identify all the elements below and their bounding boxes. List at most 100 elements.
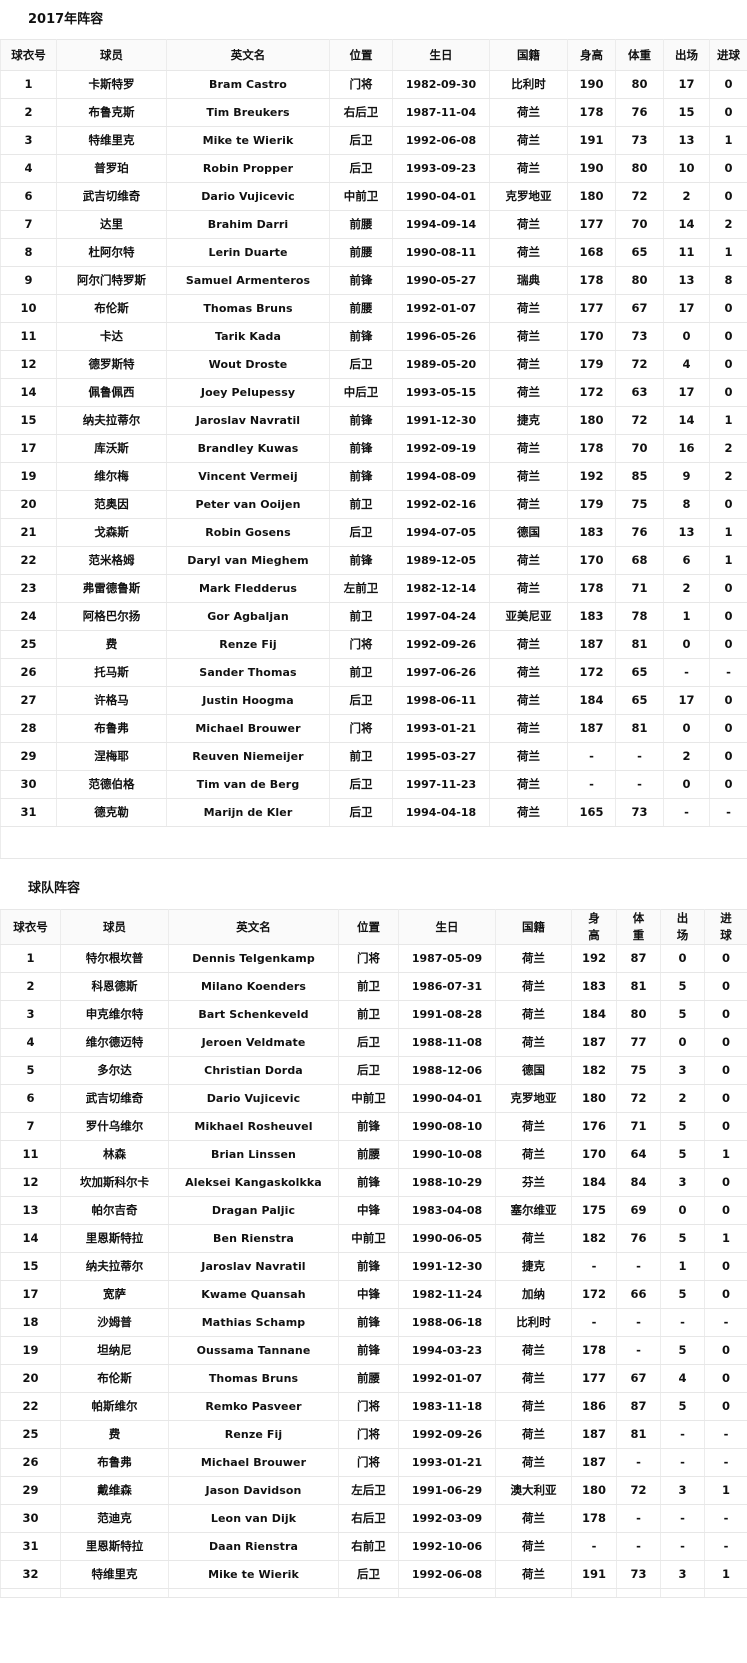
cell-jersey: 13 <box>0 1195 61 1225</box>
cell-goals: 2 <box>709 209 747 239</box>
cell-position: 门将 <box>329 713 393 743</box>
cell-player: 库沃斯 <box>56 433 167 463</box>
cell-nationality: 荷兰 <box>489 461 568 491</box>
cell <box>60 1587 169 1598</box>
col-header-apps: 出场 <box>663 38 710 71</box>
table-row: 8 杜阿尔特 Lerin Duarte 前腰 1990-08-11 荷兰 168 65 11 1 <box>0 237 747 267</box>
table-row: 20 范奥因 Peter van Ooijen 前卫 1992-02-16 荷兰 179 75… <box>0 489 747 519</box>
cell-player: 纳夫拉蒂尔 <box>60 1251 169 1281</box>
cell-goals: 0 <box>704 943 747 973</box>
cell-english: Brian Linssen <box>168 1139 339 1169</box>
cell-goals: 0 <box>709 741 747 771</box>
cell-apps: 13 <box>663 265 710 295</box>
table-row: 23 弗雷德鲁斯 Mark Fledderus 左前卫 1982-12-14 荷兰 178 7… <box>0 573 747 603</box>
table-row: 7 达里 Brahim Darri 前腰 1994-09-14 荷兰 177 70 14 2 <box>0 209 747 239</box>
table-row: 6 武吉切维奇 Dario Vujicevic 中前卫 1990-04-01 克罗地亚 18… <box>0 181 747 211</box>
cell-goals: 1 <box>704 1223 747 1253</box>
cell-apps: - <box>660 1419 705 1449</box>
cell-weight: 87 <box>616 1391 661 1421</box>
cell-nationality: 荷兰 <box>495 1447 572 1477</box>
cell-position: 门将 <box>329 69 393 99</box>
cell-player: 托马斯 <box>56 657 167 687</box>
cell-english: Vincent Vermeij <box>166 461 330 491</box>
cell-goals: 0 <box>709 153 747 183</box>
cell-apps: - <box>660 1531 705 1561</box>
cell-apps: 0 <box>663 713 710 743</box>
table-row: 10 布伦斯 Thomas Bruns 前腰 1992-01-07 荷兰 177 67 17 0 <box>0 293 747 323</box>
cell-birthday: 1982-11-24 <box>398 1279 496 1309</box>
cell-position: 后卫 <box>329 685 393 715</box>
cell-weight: 73 <box>615 125 664 155</box>
cell-height: 178 <box>567 265 616 295</box>
cell-birthday: 1983-04-08 <box>398 1195 496 1225</box>
col-header-nationality: 国籍 <box>495 909 572 945</box>
table-row: 27 许格马 Justin Hoogma 后卫 1998-06-11 荷兰 184 65 17 0 <box>0 685 747 715</box>
col-header-english: 英文名 <box>168 909 339 945</box>
cell-position: 前锋 <box>338 1335 399 1365</box>
cell-apps: 17 <box>663 377 710 407</box>
cell-height: 190 <box>567 69 616 99</box>
cell-jersey: 3 <box>0 125 57 155</box>
cell-position: 门将 <box>338 1447 399 1477</box>
cell-english: Jaroslav Navratil <box>168 1251 339 1281</box>
cell-weight: 81 <box>616 971 661 1001</box>
cell-height: 183 <box>567 517 616 547</box>
table-row: 6 武吉切维奇 Dario Vujicevic 中前卫 1990-04-01 克罗地亚 18… <box>0 1083 747 1113</box>
cell-position: 前锋 <box>338 1307 399 1337</box>
cell-nationality: 荷兰 <box>489 545 568 575</box>
cell-goals: 1 <box>709 545 747 575</box>
table-row: 15 纳夫拉蒂尔 Jaroslav Navratil 前锋 1991-12-30 捷克 18… <box>0 405 747 435</box>
cell-english: Daryl van Mieghem <box>166 545 330 575</box>
cell-birthday: 1997-04-24 <box>392 601 490 631</box>
cell-birthday: 1994-08-09 <box>392 461 490 491</box>
cell-weight: 67 <box>616 1363 661 1393</box>
cell-english: Joey Pelupessy <box>166 377 330 407</box>
cell-apps: - <box>660 1503 705 1533</box>
cell-player: 布鲁弗 <box>56 713 167 743</box>
cell-birthday: 1993-05-15 <box>392 377 490 407</box>
cell-position: 前腰 <box>329 237 393 267</box>
cell-goals: 0 <box>709 489 747 519</box>
cell-player: 佩鲁佩西 <box>56 377 167 407</box>
cell-apps: 0 <box>663 769 710 799</box>
col-header-goals: 进球 <box>704 909 747 945</box>
cell-english: Brandley Kuwas <box>166 433 330 463</box>
cell-weight: 85 <box>615 461 664 491</box>
cell-position: 左前卫 <box>329 573 393 603</box>
cell-birthday: 1990-08-11 <box>392 237 490 267</box>
cell-jersey: 18 <box>0 1307 61 1337</box>
cell-position: 前卫 <box>329 657 393 687</box>
cell-player: 特维里克 <box>60 1559 169 1589</box>
cell-position: 前锋 <box>329 545 393 575</box>
cell-weight: 64 <box>616 1139 661 1169</box>
cell-weight: 78 <box>615 601 664 631</box>
section-title-2017: 2017年阵容 <box>28 12 104 27</box>
cell-jersey: 26 <box>0 1447 61 1477</box>
cell-apps: 14 <box>663 405 710 435</box>
cell-height: 191 <box>571 1559 617 1589</box>
table-row: 25 费 Renze Fij 门将 1992-09-26 荷兰 187 81 0 0 <box>0 629 747 659</box>
cell-birthday: 1991-06-29 <box>398 1475 496 1505</box>
cell-birthday: 1996-05-26 <box>392 321 490 351</box>
cell-player: 维尔梅 <box>56 461 167 491</box>
cell-nationality: 荷兰 <box>489 741 568 771</box>
cell-position: 后卫 <box>329 349 393 379</box>
cell-apps: 6 <box>663 545 710 575</box>
cell-english: Mike te Wierik <box>166 125 330 155</box>
cell-height: - <box>567 769 616 799</box>
cell-english: Peter van Ooijen <box>166 489 330 519</box>
cell-weight: 81 <box>615 629 664 659</box>
cell-english: Jaroslav Navratil <box>166 405 330 435</box>
cell-birthday: 1992-06-08 <box>392 125 490 155</box>
cell-english: Oussama Tannane <box>168 1335 339 1365</box>
cell-player: 费 <box>60 1419 169 1449</box>
cell-birthday: 1991-12-30 <box>392 405 490 435</box>
cell-nationality: 荷兰 <box>495 1111 572 1141</box>
cell-goals: 1 <box>704 1559 747 1589</box>
cell-apps: 5 <box>660 1111 705 1141</box>
cell-position: 后卫 <box>338 1055 399 1085</box>
table-row: 20 布伦斯 Thomas Bruns 前腰 1992-01-07 荷兰 177 67 4 0 <box>0 1363 747 1393</box>
cell <box>660 1587 705 1598</box>
cell-position: 前锋 <box>329 433 393 463</box>
cell-player: 武吉切维奇 <box>60 1083 169 1113</box>
